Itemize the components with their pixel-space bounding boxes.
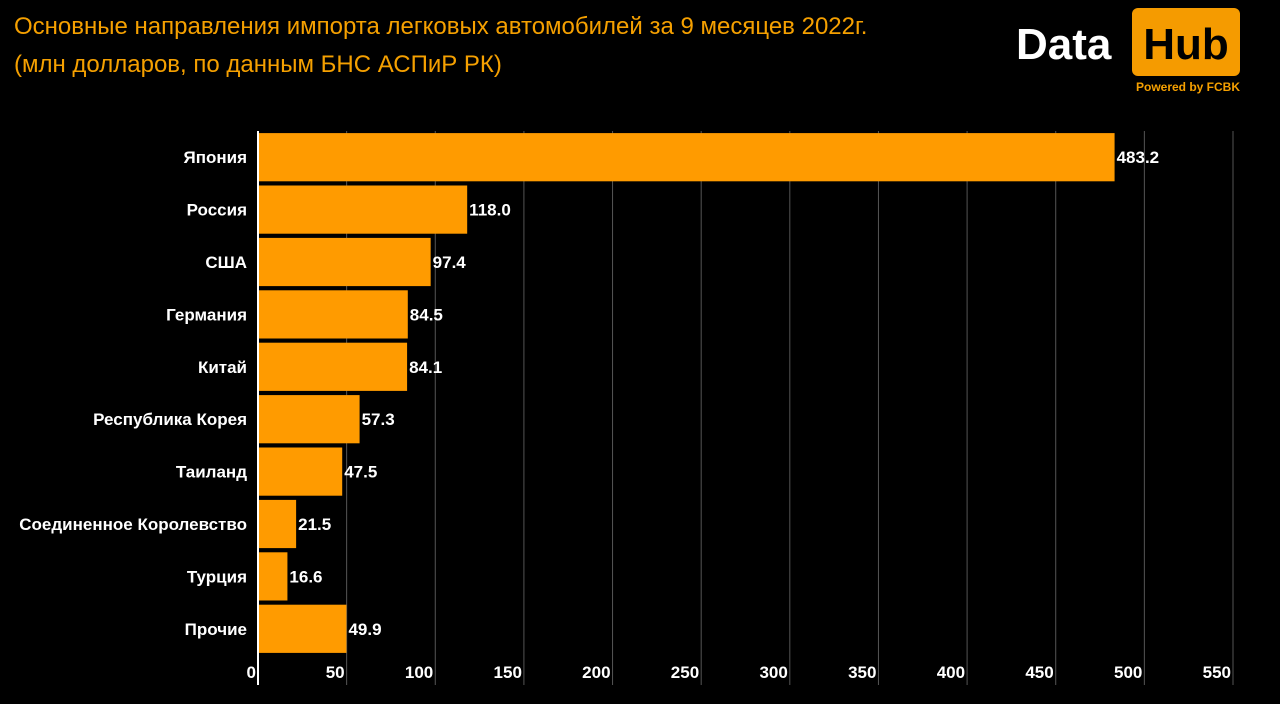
category-labels: Япония Россия США Германия Китай Республика К… bbox=[19, 148, 247, 639]
category-label: Германия bbox=[166, 305, 247, 324]
category-label: Прочие bbox=[185, 620, 247, 639]
category-label: Таиланд bbox=[176, 463, 247, 482]
value-label: 483.2 bbox=[1117, 148, 1160, 167]
bar bbox=[258, 185, 468, 234]
value-label: 49.9 bbox=[348, 620, 381, 639]
logo-hub-box: Hub bbox=[1132, 8, 1240, 76]
value-label: 47.5 bbox=[344, 463, 377, 482]
bar bbox=[258, 237, 431, 287]
value-label: 84.5 bbox=[410, 305, 443, 324]
logo-hub-text: Hub bbox=[1143, 20, 1229, 69]
x-tick-label: 500 bbox=[1114, 663, 1142, 682]
bar bbox=[258, 552, 288, 601]
x-tick-label: 350 bbox=[848, 663, 876, 682]
category-label: США bbox=[205, 253, 247, 272]
bar bbox=[258, 395, 360, 444]
x-axis-ticks: 0 50 100 150 200 250 300 350 400 450 500 550 bbox=[247, 663, 1231, 682]
value-label: 118.0 bbox=[469, 201, 511, 220]
x-tick-label: 200 bbox=[582, 663, 610, 682]
chart-title-line1: Основные направления импорта легковых ав… bbox=[14, 13, 868, 40]
logo-data-text: Data bbox=[1016, 20, 1112, 69]
x-tick-label: 150 bbox=[494, 663, 522, 682]
bars bbox=[258, 133, 1115, 653]
x-tick-label: 100 bbox=[405, 663, 433, 682]
bar bbox=[258, 342, 408, 391]
x-tick-label: 550 bbox=[1203, 663, 1231, 682]
value-label: 57.3 bbox=[362, 410, 395, 429]
bar bbox=[258, 499, 297, 549]
datahub-logo: Data Hub Powered by FCBK bbox=[1016, 8, 1242, 96]
x-tick-label: 250 bbox=[671, 663, 699, 682]
x-tick-label: 50 bbox=[326, 663, 345, 682]
value-label: 21.5 bbox=[298, 515, 331, 534]
x-tick-label: 400 bbox=[937, 663, 965, 682]
x-tick-label: 0 bbox=[247, 663, 256, 682]
logo-powered-by: Powered by FCBK bbox=[1135, 80, 1240, 94]
chart-title: Основные направления импорта легковых ав… bbox=[14, 8, 867, 84]
bar bbox=[258, 133, 1115, 182]
chart-subtitle: (млн долларов, по данным БНС АСПиР РК) bbox=[14, 51, 502, 78]
category-label: Япония bbox=[183, 148, 247, 167]
value-label: 97.4 bbox=[433, 253, 467, 272]
value-labels: 483.2 118.0 97.4 84.5 84.1 57.3 47.5 21.5 16.6 49… bbox=[289, 148, 1159, 639]
x-tick-label: 300 bbox=[759, 663, 787, 682]
category-label: Соединенное Королевство bbox=[19, 515, 247, 534]
value-label: 84.1 bbox=[409, 358, 442, 377]
value-label: 16.6 bbox=[289, 567, 322, 586]
category-label: Россия bbox=[187, 201, 247, 220]
bar bbox=[258, 604, 347, 653]
bar bbox=[258, 447, 343, 496]
x-tick-label: 450 bbox=[1025, 663, 1053, 682]
category-label: Китай bbox=[198, 358, 247, 377]
bar bbox=[258, 290, 408, 339]
category-label: Республика Корея bbox=[93, 410, 247, 429]
category-label: Турция bbox=[187, 567, 247, 586]
